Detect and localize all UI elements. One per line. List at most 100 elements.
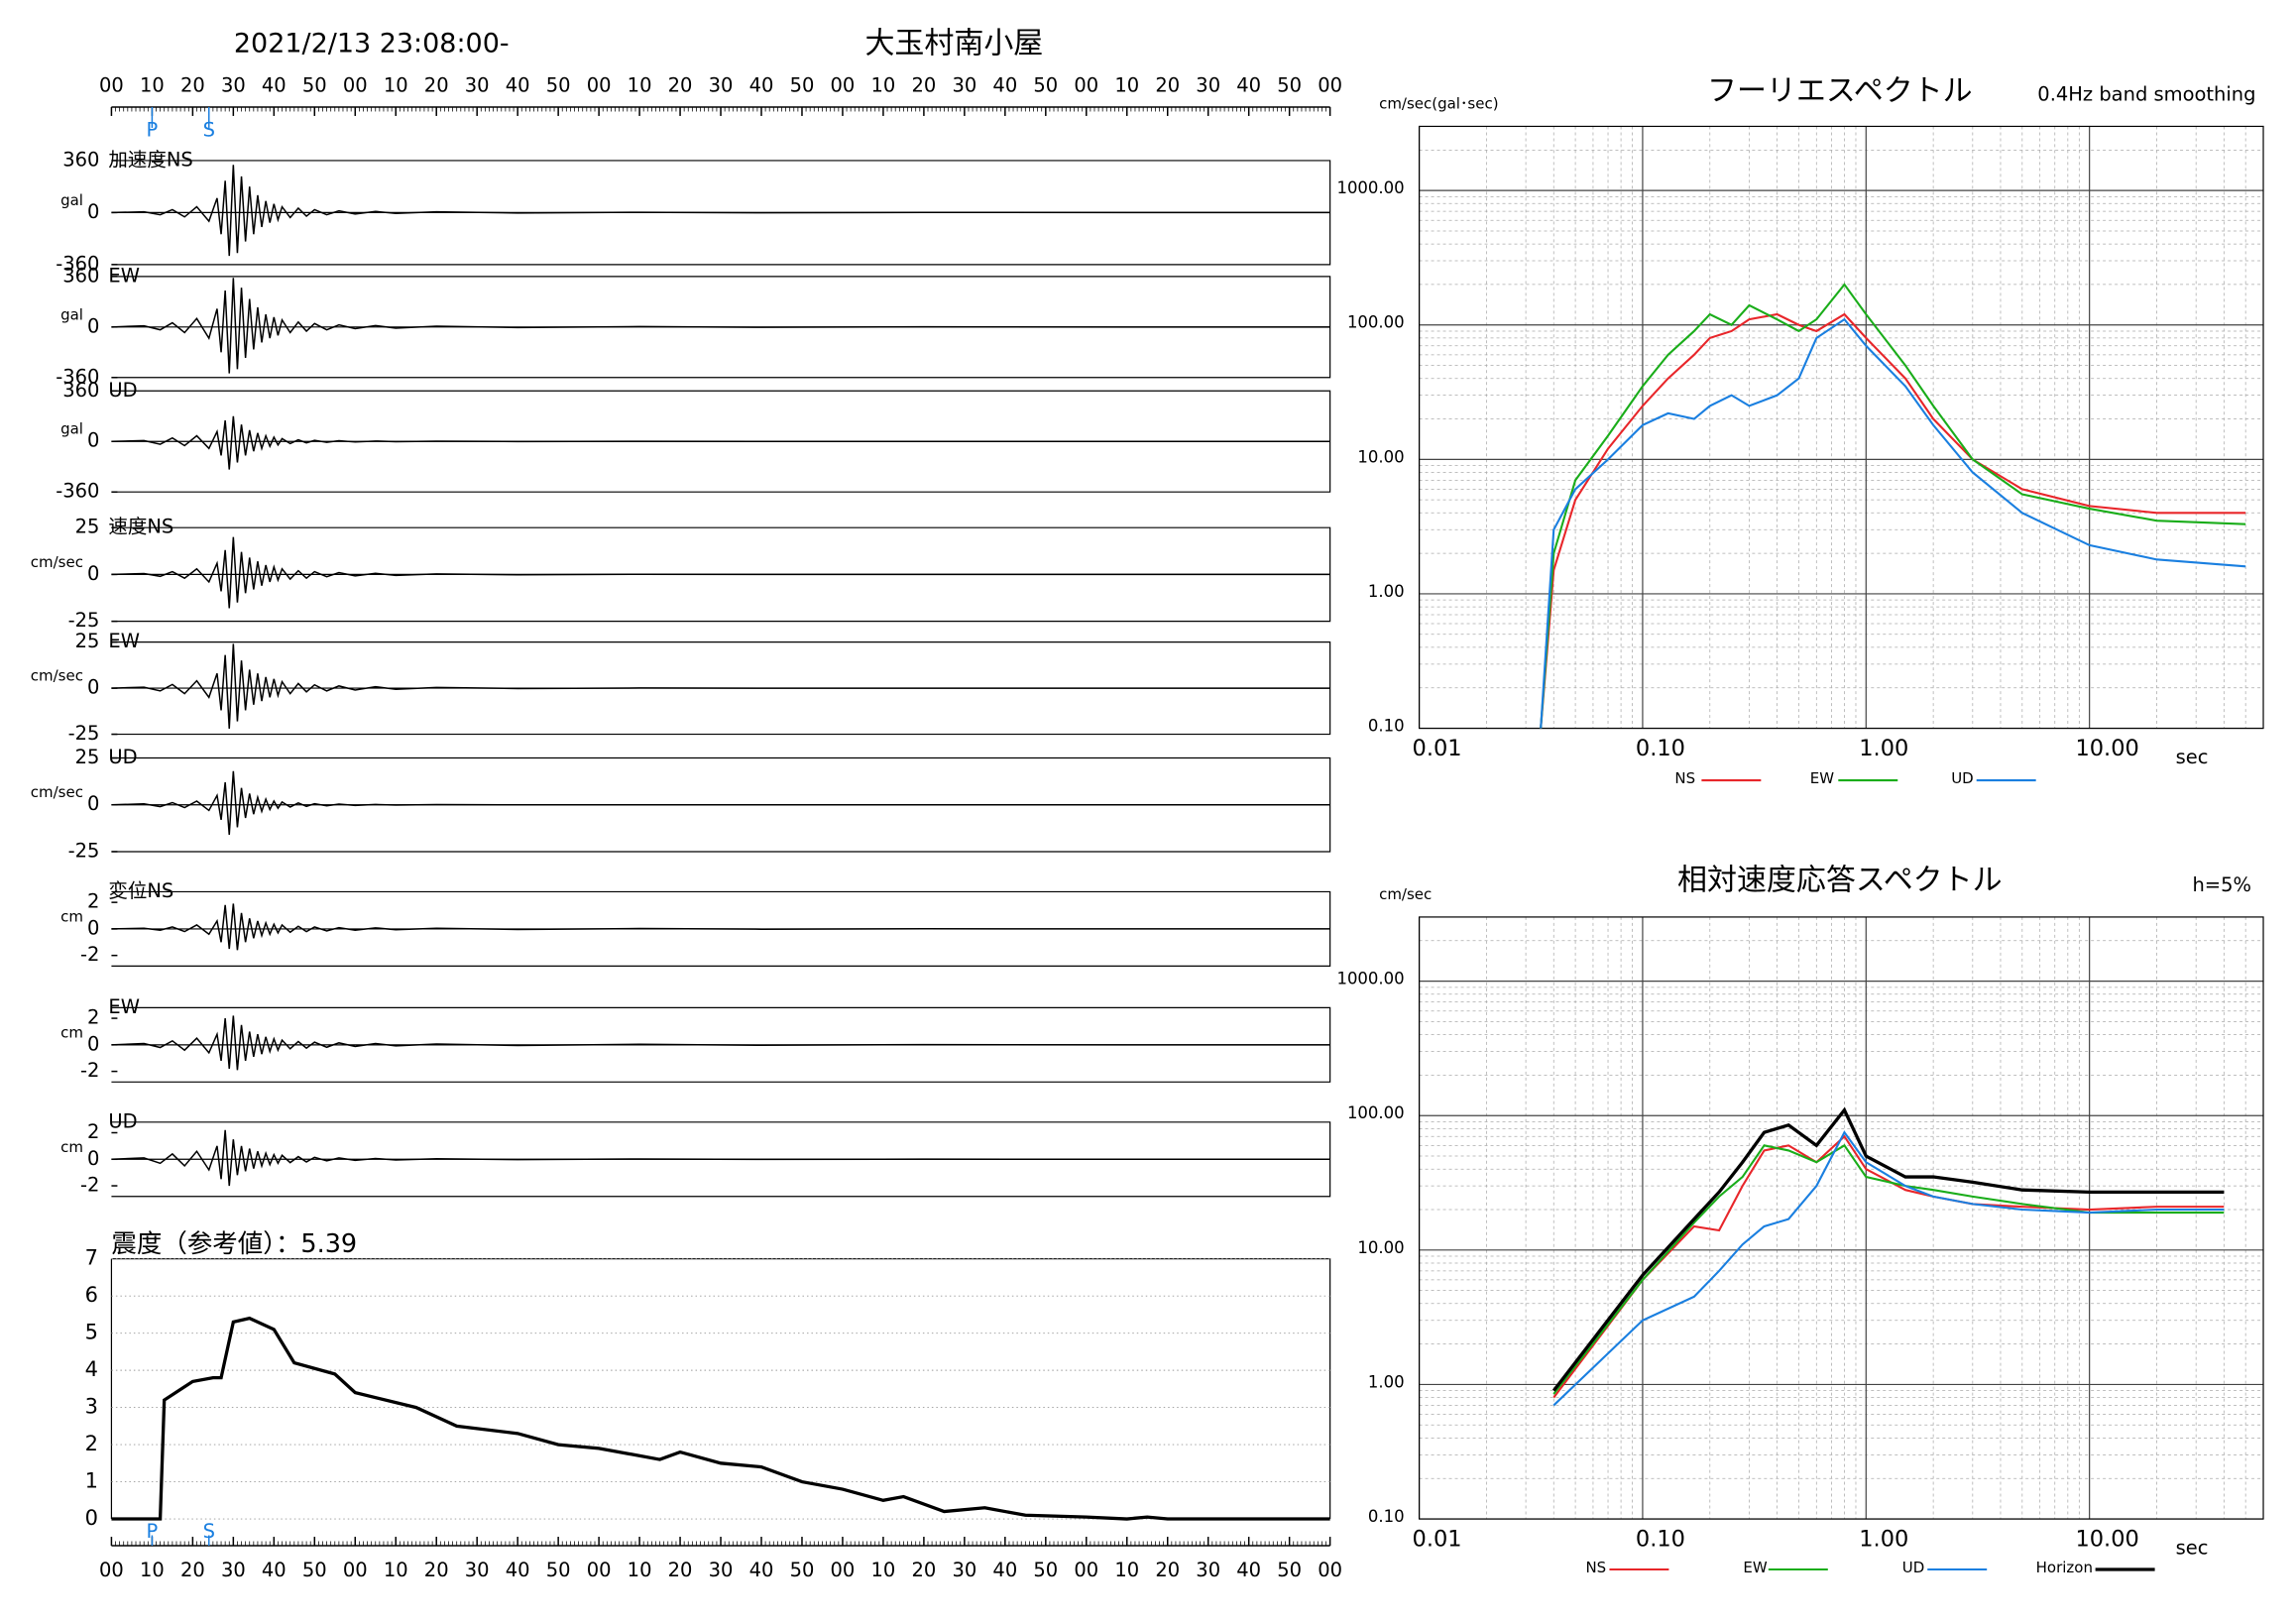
y-tick-label: 0 bbox=[87, 314, 99, 337]
plot-frame bbox=[1418, 916, 2264, 1520]
phase-label: P bbox=[147, 118, 159, 141]
time-tick-label: 00 bbox=[99, 1559, 124, 1581]
y-tick-label: -2 bbox=[80, 1059, 99, 1082]
panel-unit: cm/sec bbox=[31, 553, 83, 571]
x-tick-label: 0.10 bbox=[1636, 736, 1685, 761]
y-tick-label: 1.00 bbox=[1368, 582, 1405, 601]
time-tick-label: 20 bbox=[424, 73, 449, 96]
time-tick-label: 10 bbox=[1114, 73, 1139, 96]
x-tick-label: 0.01 bbox=[1413, 1527, 1462, 1553]
time-tick-label: 00 bbox=[587, 1559, 612, 1581]
panel-label: 速度NS bbox=[108, 516, 173, 538]
phase-label: S bbox=[203, 118, 215, 141]
y-tick-label: 0 bbox=[85, 1506, 98, 1530]
y-tick-label: -25 bbox=[68, 839, 100, 862]
panel-label: UD bbox=[108, 1109, 137, 1132]
y-tick-label: 0 bbox=[87, 1147, 99, 1170]
time-tick-label: 10 bbox=[140, 73, 165, 96]
time-tick-label: 00 bbox=[831, 73, 856, 96]
waveform bbox=[111, 643, 1330, 730]
station-name: 大玉村南小屋 bbox=[864, 27, 1043, 61]
time-tick-label: 50 bbox=[546, 1559, 571, 1581]
waveform bbox=[111, 1129, 1330, 1187]
panel-unit: cm/sec bbox=[31, 667, 83, 685]
time-tick-label: 00 bbox=[343, 73, 368, 96]
y-tick-label: 0 bbox=[87, 1032, 99, 1055]
time-tick-label: 20 bbox=[912, 73, 937, 96]
y-tick-label: 360 bbox=[62, 148, 99, 171]
panel-unit: cm bbox=[60, 907, 83, 925]
time-tick-label: 50 bbox=[1277, 73, 1302, 96]
y-tick-label: 7 bbox=[85, 1246, 98, 1270]
time-tick-label: 10 bbox=[384, 73, 408, 96]
spectrum-line bbox=[1551, 1106, 2225, 1392]
intensity-line bbox=[111, 1316, 1330, 1521]
time-tick-label: 10 bbox=[871, 1559, 896, 1581]
intensity-frame bbox=[111, 1258, 1331, 1520]
record-time: 2021/2/13 23:08:00- bbox=[234, 29, 510, 59]
time-tick-label: 50 bbox=[302, 1559, 327, 1581]
time-tick-label: 40 bbox=[1236, 73, 1261, 96]
time-tick-label: 20 bbox=[668, 73, 693, 96]
time-tick-label: 20 bbox=[180, 73, 205, 96]
time-tick-label: 20 bbox=[180, 1559, 205, 1581]
waveform bbox=[111, 165, 1330, 257]
panel-unit: gal bbox=[60, 420, 83, 438]
panel-label: EW bbox=[108, 264, 140, 287]
y-tick-label: 4 bbox=[85, 1357, 98, 1381]
intensity-title: 震度（参考値）：5.39 bbox=[111, 1229, 357, 1259]
time-tick-label: 30 bbox=[952, 1559, 976, 1581]
time-tick-label: 40 bbox=[749, 1559, 774, 1581]
plot-frame bbox=[1418, 125, 2264, 730]
legend-label: UD bbox=[1902, 1559, 1925, 1576]
spectrum-line bbox=[1540, 283, 2246, 729]
time-tick-label: 40 bbox=[506, 73, 530, 96]
y-tick-label: -360 bbox=[56, 252, 99, 275]
y-tick-label: -360 bbox=[56, 480, 99, 503]
y-tick-label: -360 bbox=[56, 365, 99, 388]
waveform bbox=[111, 536, 1330, 609]
time-tick-label: 50 bbox=[1033, 1559, 1058, 1581]
spectrum-line bbox=[1540, 312, 2246, 729]
time-tick-label: 40 bbox=[262, 73, 287, 96]
panel-label: EW bbox=[108, 995, 140, 1018]
time-tick-label: 00 bbox=[343, 1559, 368, 1581]
x-tick-label: 1.00 bbox=[1859, 1527, 1908, 1553]
y-tick-label: 0 bbox=[87, 200, 99, 223]
x-tick-label: 0.10 bbox=[1636, 1527, 1685, 1553]
time-tick-label: 10 bbox=[628, 1559, 652, 1581]
panel-unit: cm/sec bbox=[31, 783, 83, 801]
time-tick-label: 20 bbox=[912, 1559, 937, 1581]
time-tick-label: 30 bbox=[221, 1559, 246, 1581]
time-tick-label: 10 bbox=[384, 1559, 408, 1581]
fourier-y-label: cm/sec(gal･sec) bbox=[1379, 94, 1498, 112]
time-tick-label: 40 bbox=[1236, 1559, 1261, 1581]
y-tick-label: 25 bbox=[75, 746, 100, 768]
fourier-subtitle: 0.4Hz band smoothing bbox=[2037, 82, 2255, 105]
y-tick-label: 0 bbox=[87, 676, 99, 699]
time-tick-label: 30 bbox=[709, 73, 734, 96]
legend-label: EW bbox=[1810, 769, 1834, 787]
time-tick-label: 10 bbox=[871, 73, 896, 96]
y-tick-label: 1.00 bbox=[1368, 1372, 1405, 1391]
time-tick-label: 40 bbox=[506, 1559, 530, 1581]
time-tick-label: 00 bbox=[587, 73, 612, 96]
fourier-x-label: sec bbox=[2176, 746, 2209, 768]
time-tick-label: 30 bbox=[465, 73, 490, 96]
y-tick-label: 0 bbox=[87, 792, 99, 815]
y-tick-label: 2 bbox=[87, 1006, 99, 1029]
time-tick-label: 50 bbox=[790, 1559, 815, 1581]
time-tick-label: 50 bbox=[790, 73, 815, 96]
legend-label: NS bbox=[1585, 1559, 1606, 1576]
y-tick-label: 6 bbox=[85, 1283, 98, 1307]
waveform bbox=[111, 415, 1330, 470]
y-tick-label: 1000.00 bbox=[1336, 970, 1404, 988]
y-tick-label: 100.00 bbox=[1347, 1103, 1405, 1122]
waveform bbox=[111, 278, 1330, 374]
y-tick-label: 360 bbox=[62, 379, 99, 402]
time-tick-label: 20 bbox=[1155, 1559, 1180, 1581]
y-tick-label: 0.10 bbox=[1368, 717, 1405, 736]
panel-label: UD bbox=[108, 379, 137, 402]
time-tick-label: 10 bbox=[140, 1559, 165, 1581]
